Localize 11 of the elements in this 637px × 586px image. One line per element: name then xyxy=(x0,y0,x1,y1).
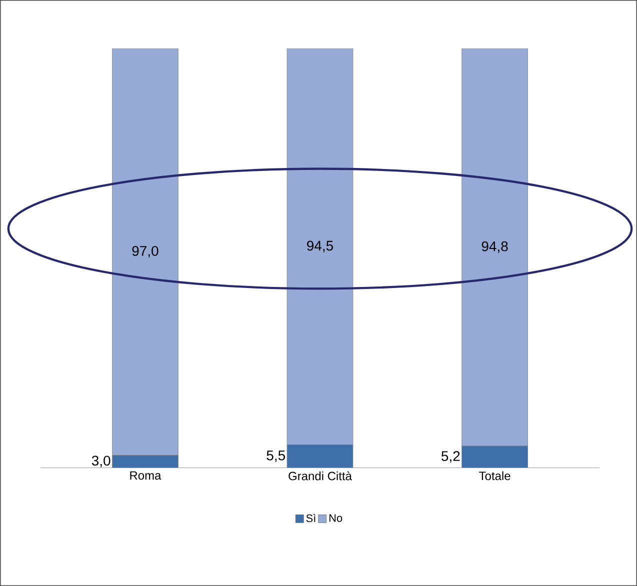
legend-label: No xyxy=(329,514,342,522)
x-tick-label: Roma xyxy=(130,471,162,480)
data-label: 3,0 xyxy=(92,456,110,468)
data-label: 97,0 xyxy=(132,246,158,258)
x-tick-label: Totale xyxy=(479,471,510,480)
data-label: 94,5 xyxy=(307,240,334,252)
data-label: 5,2 xyxy=(442,451,460,463)
legend-label: Sì xyxy=(306,514,316,522)
x-tick-label: Grandi Città xyxy=(288,471,352,480)
data-label: 94,8 xyxy=(482,241,508,253)
data-label: 5,5 xyxy=(266,450,286,462)
